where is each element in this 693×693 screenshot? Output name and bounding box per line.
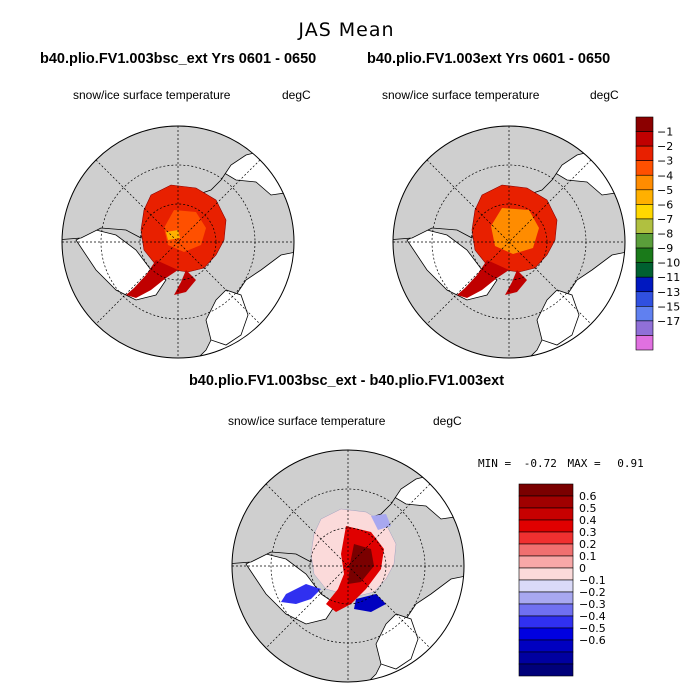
greenland-land [536,289,580,346]
greenland-land [375,613,419,670]
left-polar-map [61,125,295,359]
colorbar-difference-swatch [518,615,574,629]
colorbar-difference: 0.60.50.40.30.20.10−0.1−0.2−0.3−0.4−0.5−… [518,483,606,677]
colorbar-difference-tick-label: 0.2 [579,538,597,551]
colorbar-absolute-tick-label: −4 [657,169,673,182]
colorbar-absolute-swatch [635,276,654,293]
diff-variable-label: snow/ice surface temperature [228,414,386,428]
colorbar-absolute-swatch [635,218,654,234]
colorbar-difference-swatch [518,627,574,641]
colorbar-absolute-tick-label: −3 [657,155,673,168]
diff-field-hot [348,544,374,584]
colorbar-absolute-swatch [635,320,654,336]
colorbar-absolute-swatch [635,306,654,322]
colorbar-difference-tick-label: 0 [579,562,586,575]
colorbar-difference-tick-label: 0.3 [579,526,597,539]
diff-case-title: b40.plio.FV1.003bsc_ext - b40.plio.FV1.0… [188,373,505,389]
colorbar-difference-tick-label: −0.6 [579,634,606,647]
colorbar-difference-tick-label: −0.2 [579,586,606,599]
colorbar-difference-swatch [518,639,574,653]
colorbar-absolute-swatch [635,116,654,132]
colorbar-difference-swatch [518,603,574,617]
greenland-land [205,289,249,346]
diff-field-cold [281,584,321,604]
colorbar-difference-tick-label: −0.3 [579,598,606,611]
colorbar-absolute-tick-label: −10 [657,257,680,270]
colorbar-absolute-swatch [635,189,654,205]
colorbar-difference-tick-label: 0.4 [579,514,597,527]
colorbar-absolute-swatch [635,247,654,263]
min-max-readout: MIN = -0.72 MAX = 0.91 [478,457,644,470]
colorbar-difference-swatch [518,483,574,497]
colorbar-difference-swatch [518,591,574,605]
colorbar-difference-swatch [518,495,574,509]
colorbar-difference-swatch [518,519,574,533]
colorbar-absolute-swatch [635,174,654,191]
colorbar-difference-swatch [518,567,574,581]
graticule [232,450,464,682]
max-value: 0.91 [617,457,644,470]
colorbar-absolute-tick-label: −17 [657,315,680,328]
diff-field-cool [371,514,391,530]
colorbar-absolute-swatch [635,131,654,147]
colorbar-absolute-tick-label: −6 [657,198,673,211]
colorbar-difference-swatch [518,651,574,665]
diff-field-cold-2 [354,594,386,612]
sea-ice-tongue [457,260,509,298]
colorbar-difference-swatch [518,531,574,545]
colorbar-difference-swatch [518,663,574,677]
colorbar-absolute-tick-label: −7 [657,213,673,226]
right-polar-map [392,125,626,359]
colorbar-difference-swatch [518,507,574,521]
sea-ice-core [164,210,206,252]
colorbar-absolute-swatch [635,233,654,249]
colorbar-absolute-swatch [635,335,654,351]
colorbar-difference-swatch [518,543,574,557]
sea-ice-tongue [126,260,178,298]
colorbar-difference-tick-label: 0.6 [579,490,597,503]
colorbar-absolute-tick-label: −8 [657,228,673,241]
figure-title: JAS Mean [298,19,395,41]
colorbar-absolute-tick-label: −5 [657,184,673,197]
sea-ice-warm-patch [166,230,180,240]
right-variable-label: snow/ice surface temperature [382,88,540,102]
colorbar-absolute-tick-label: −13 [657,286,680,299]
sea-ice-tongue-2 [505,270,527,295]
colorbar-difference-swatch [518,579,574,593]
colorbar-difference-tick-label: −0.5 [579,622,606,635]
left-units-label: degC [282,88,311,102]
colorbar-absolute-tick-label: −1 [657,126,673,139]
colorbar-absolute-swatch [635,291,654,307]
colorbar-difference-tick-label: 0.1 [579,550,597,563]
sea-ice-tongue-2 [174,270,196,295]
colorbar-difference-tick-label: 0.5 [579,502,597,515]
colorbar-absolute-swatch [635,204,654,220]
colorbar-absolute: −1−2 −3−4 −5−6 −7 −8−9 −10−11 −13−15 −17 [635,116,680,351]
right-case-title: b40.plio.FV1.003ext Yrs 0601 - 0650 [367,51,611,67]
left-case-title: b40.plio.FV1.003bsc_ext Yrs 0601 - 0650 [40,51,317,67]
right-units-label: degC [590,88,619,102]
colorbar-absolute-swatch [635,262,654,278]
colorbar-absolute-tick-label: −11 [657,271,680,284]
colorbar-difference-swatch [518,555,574,569]
diff-polar-map [231,449,465,683]
colorbar-absolute-swatch [635,160,654,176]
graticule [393,126,625,358]
colorbar-absolute-tick-label: −15 [657,300,680,313]
max-label: MAX = [567,457,601,470]
colorbar-absolute-swatch [635,145,654,161]
min-value: -0.72 [523,457,557,470]
min-label: MIN = [478,457,512,470]
graticule [62,126,294,358]
sea-ice-core [491,208,539,254]
colorbar-difference-tick-label: −0.1 [579,574,606,587]
diff-units-label: degC [433,414,462,428]
colorbar-difference-tick-label: −0.4 [579,610,606,623]
colorbar-absolute-tick-label: −9 [657,242,673,255]
left-variable-label: snow/ice surface temperature [73,88,231,102]
colorbar-absolute-tick-label: −2 [657,140,673,153]
